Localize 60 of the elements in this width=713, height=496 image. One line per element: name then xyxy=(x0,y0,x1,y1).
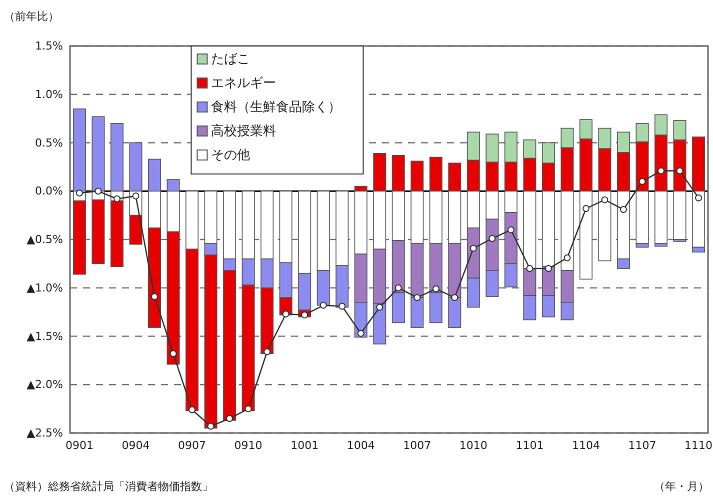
point xyxy=(582,205,590,212)
point xyxy=(526,265,534,272)
point xyxy=(357,330,364,337)
legend-label: エネルギー xyxy=(211,76,276,91)
legend-label: 食料（生鮮食品除く） xyxy=(211,100,342,115)
point xyxy=(282,310,290,318)
y-tick-label: ▲1.5% xyxy=(26,330,63,343)
point xyxy=(207,422,214,430)
point xyxy=(132,192,140,200)
y-tick-label: 0.5% xyxy=(35,136,63,150)
y-tick-label: 0.0% xyxy=(35,184,63,198)
x-tick-label: 1110 xyxy=(684,439,713,452)
x-tick-label: 1004 xyxy=(346,439,375,452)
x-tick-label: 0901 xyxy=(65,439,94,452)
point xyxy=(338,302,346,310)
point xyxy=(376,304,384,311)
point xyxy=(170,350,177,358)
x-tick-label: 1001 xyxy=(290,439,319,452)
point xyxy=(188,406,196,414)
y-tick-label: ▲2.0% xyxy=(26,378,63,392)
y-tick-label: ▲2.5% xyxy=(26,426,63,440)
legend-label: たばこ xyxy=(211,52,250,67)
point xyxy=(470,244,477,252)
x-tick-label: 0907 xyxy=(178,439,206,452)
point xyxy=(151,293,158,300)
point xyxy=(601,196,608,204)
point xyxy=(264,348,271,356)
text: （資料）総務省統計局「消費者物価指数」 xyxy=(4,480,213,493)
point xyxy=(244,405,252,412)
x-tick-label: 0910 xyxy=(234,439,262,452)
point xyxy=(658,167,664,174)
point xyxy=(432,285,440,292)
point xyxy=(695,194,702,202)
point xyxy=(226,415,234,422)
y-tick-label: 1.5% xyxy=(35,40,63,53)
x-tick-label: 0904 xyxy=(122,439,150,452)
x-tick-label: 1101 xyxy=(516,439,544,452)
point xyxy=(507,226,514,234)
x-tick-label: 1107 xyxy=(628,439,656,452)
legend-label: 高校授業料 xyxy=(211,123,276,139)
point xyxy=(638,178,646,185)
point xyxy=(394,284,402,292)
point xyxy=(620,206,627,213)
y-tick-label: 1.0% xyxy=(35,88,63,101)
point xyxy=(94,188,102,195)
x-axis-title: （年・月） xyxy=(654,480,709,493)
point xyxy=(488,235,496,242)
x-tick-label: 1104 xyxy=(572,439,600,452)
y-axis-title: （前年比） xyxy=(4,10,59,23)
point xyxy=(544,265,552,272)
point xyxy=(676,167,684,174)
legend-label: その他 xyxy=(211,148,250,163)
point xyxy=(451,294,458,302)
point xyxy=(414,294,421,302)
point xyxy=(564,254,571,262)
y-tick-label: ▲1.0% xyxy=(26,281,63,294)
point xyxy=(320,302,327,309)
y-tick-label: ▲0.5% xyxy=(26,233,63,246)
x-tick-label: 1007 xyxy=(403,439,432,452)
x-tick-label: 1010 xyxy=(459,439,488,452)
